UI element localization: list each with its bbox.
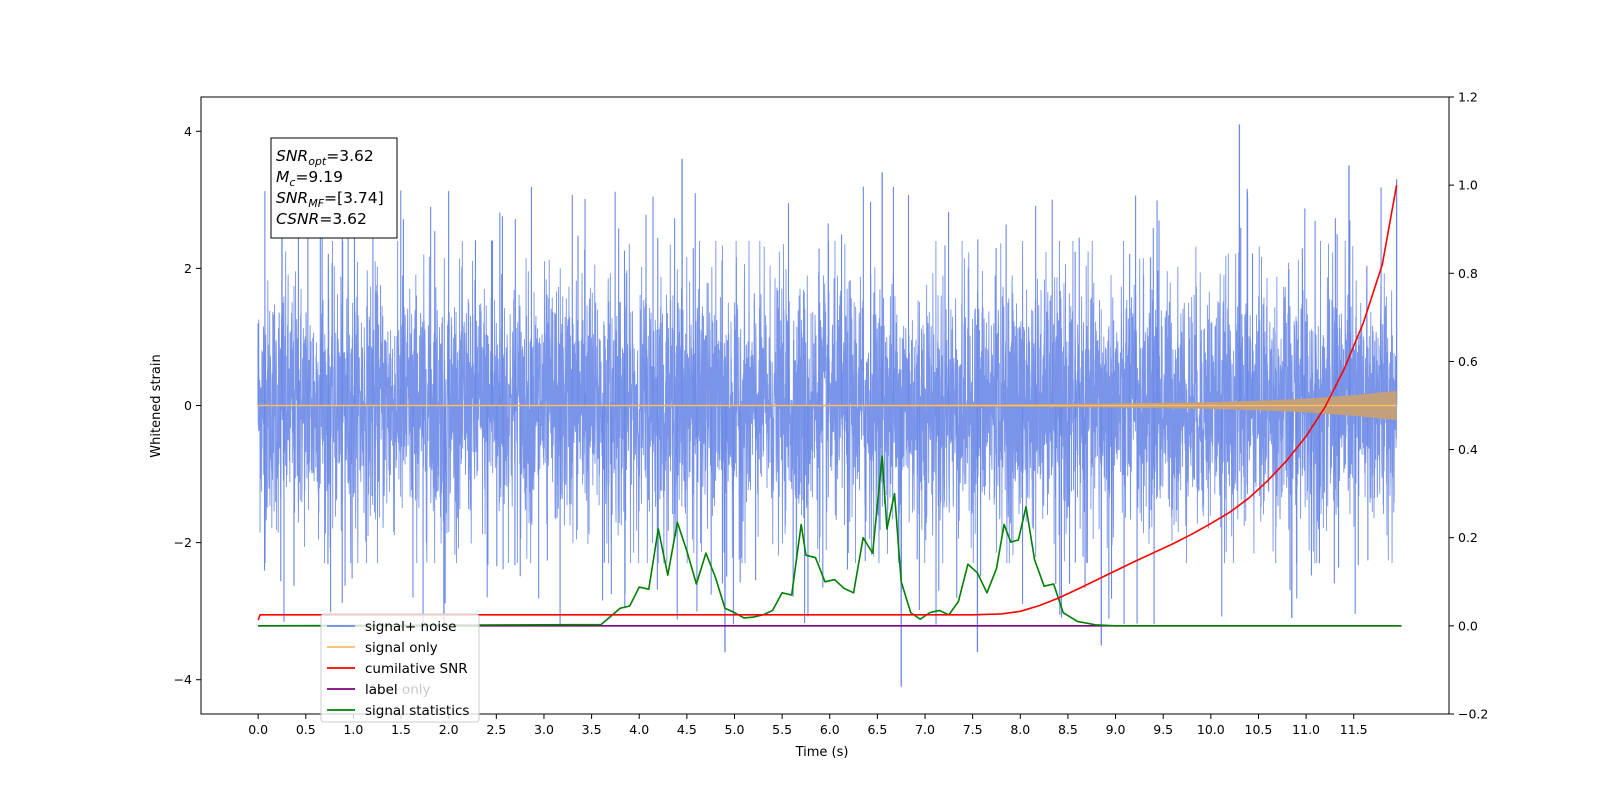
x-tick-label: 2.0 (439, 722, 459, 737)
y-axis-label: Whitened strain (149, 354, 164, 457)
x-tick-label: 6.5 (867, 722, 887, 737)
x-tick-label: 8.5 (1058, 722, 1078, 737)
axes: 0.0 0.5 1.0 1.5 2.0 2.5 3.0 3.5 4.0 4.5 5.0 5.5 6.0 6… (174, 90, 1489, 738)
legend-entry: signal statistics (365, 703, 469, 719)
series-signal-noise-band (257, 240, 1398, 564)
y-tick-label: 4 (184, 124, 192, 139)
y2-tick-label: 1.2 (1458, 90, 1478, 105)
x-tick-label: 10.5 (1245, 722, 1273, 737)
x-tick-label: 6.0 (820, 722, 840, 737)
x-tick-label: 11.5 (1340, 722, 1368, 737)
x-tick-label: 7.5 (963, 722, 983, 737)
annotation-line: SNRMF=[3.74] (276, 189, 384, 210)
series-cumulative-snr (257, 184, 1398, 621)
plot-area (257, 124, 1402, 687)
y2-tick-label: 0.8 (1458, 266, 1478, 281)
x-tick-label: 11.0 (1292, 722, 1320, 737)
y-tick-label: −2 (174, 535, 192, 550)
x-tick-label: 5.0 (725, 722, 745, 737)
annotation-line: CSNR=3.62 (276, 210, 367, 228)
x-tick-label: 4.5 (677, 722, 697, 737)
x-tick-label: 10.0 (1197, 722, 1225, 737)
y2-tick-label: 0.4 (1458, 442, 1478, 457)
x-tick-label: 9.0 (1106, 722, 1126, 737)
y2-tick-label: 1.0 (1458, 178, 1478, 193)
legend-entry: signal+ noise (365, 619, 456, 635)
y2-tick-label: 0.0 (1458, 618, 1478, 633)
annotation-line: Mc=9.19 (276, 168, 343, 189)
x-tick-label: 7.0 (915, 722, 935, 737)
legend-entry: label (365, 682, 398, 698)
x-tick-label: 0.5 (296, 722, 316, 737)
x-tick-label: 1.5 (391, 722, 411, 737)
x-tick-label: 3.5 (582, 722, 602, 737)
x-tick-label: 2.5 (486, 722, 506, 737)
y2-tick-label: 0.2 (1458, 530, 1478, 545)
series-signal-statistics (258, 455, 1402, 627)
annotation-frame (270, 137, 398, 239)
y-tick-label: 0 (184, 398, 192, 413)
x-tick-label: 8.0 (1010, 722, 1030, 737)
overlapped-legend-text-ghost: label only (365, 682, 431, 698)
legend-entry: signal only (365, 640, 438, 656)
y-tick-label: 2 (184, 261, 192, 276)
legend: label only signal+ noise signal only cumila… (320, 613, 480, 723)
y-tick-label: −4 (174, 672, 192, 687)
legend-entry: cumilative SNR (365, 661, 468, 677)
annotation-line: SNRopt=3.62 (276, 147, 374, 168)
x-tick-label: 1.0 (343, 722, 363, 737)
y2-tick-label: 0.6 (1458, 354, 1478, 369)
x-axis-label: Time (s) (795, 745, 849, 760)
legend-frame (320, 613, 480, 723)
x-tick-label: 0.0 (248, 722, 268, 737)
x-tick-label: 5.5 (772, 722, 792, 737)
x-tick-label: 3.0 (534, 722, 554, 737)
x-tick-label: 9.5 (1153, 722, 1173, 737)
y2-tick-label: −0.2 (1458, 707, 1488, 722)
x-tick-label: 4.0 (629, 722, 649, 737)
